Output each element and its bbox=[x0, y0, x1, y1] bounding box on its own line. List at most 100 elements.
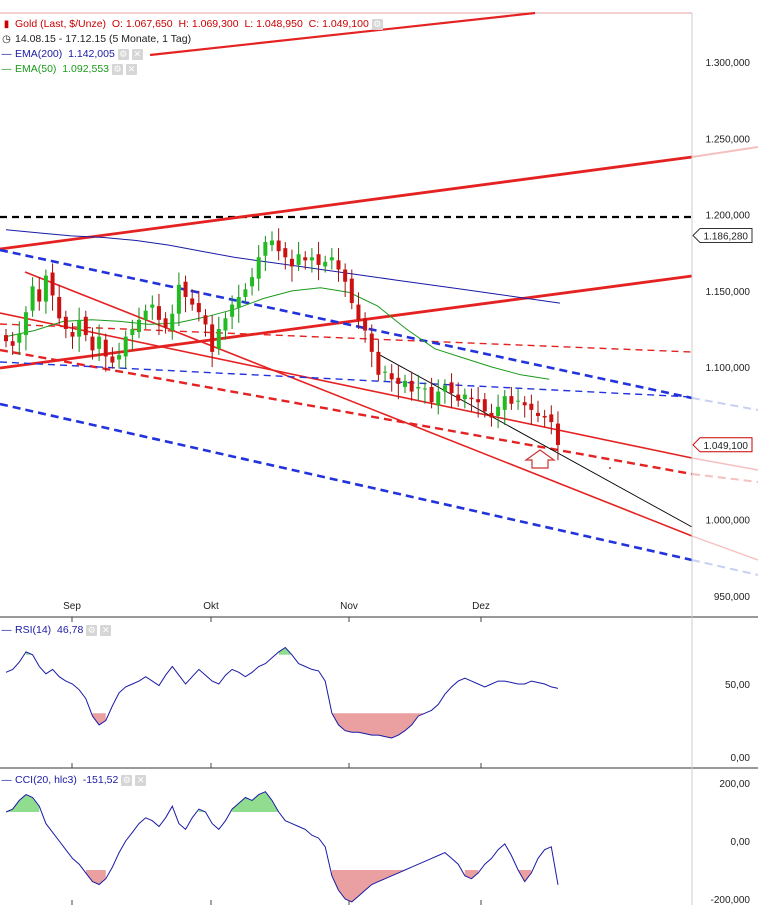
legend-ema200-row: — EMA(200) 1.142,005 ⚙ ✕ bbox=[1, 48, 383, 61]
candle-body bbox=[176, 284, 181, 314]
marker-dot bbox=[609, 467, 611, 469]
candle-body bbox=[137, 319, 141, 333]
steep-down-ext bbox=[691, 535, 758, 561]
resistance-price-tag: 1.186,280 bbox=[692, 228, 753, 244]
red-dashed-upper bbox=[0, 323, 693, 353]
candle-body bbox=[37, 289, 42, 302]
candle-body bbox=[103, 339, 108, 357]
legend-gold-label: Gold (Last, $/Unze) bbox=[15, 18, 107, 30]
candle-body bbox=[482, 399, 487, 412]
candle-body bbox=[303, 257, 308, 261]
candle-body bbox=[97, 336, 102, 349]
candle-body bbox=[203, 315, 208, 325]
candle-body bbox=[50, 272, 55, 296]
close-icon[interactable]: ✕ bbox=[100, 625, 112, 636]
candle-body bbox=[63, 316, 68, 329]
candle-body bbox=[469, 397, 474, 400]
lower-channel-line bbox=[0, 312, 693, 459]
blue-dashed-bottom-ext bbox=[691, 559, 758, 576]
cci-oversold-zone bbox=[518, 870, 532, 882]
candle-body bbox=[476, 399, 481, 403]
candle-body bbox=[436, 391, 441, 406]
legend-gold-close: C: 1.049,100 bbox=[308, 18, 369, 30]
resistance-price-tag-box bbox=[692, 228, 753, 244]
candle-body bbox=[502, 396, 507, 410]
y-tick-label: 1.300,000 bbox=[706, 58, 751, 69]
cci-panel: 200,00 0,00 -200,000 bbox=[5, 779, 751, 905]
candle-body bbox=[549, 414, 554, 423]
candle-body bbox=[156, 306, 161, 320]
close-icon[interactable]: ✕ bbox=[135, 775, 147, 786]
candle-body bbox=[123, 336, 128, 357]
candle-icon: ▮ bbox=[3, 19, 10, 30]
candle-body bbox=[336, 260, 341, 270]
line-icon: — bbox=[1, 625, 12, 636]
candle-body bbox=[70, 332, 75, 337]
candle-body bbox=[316, 254, 321, 265]
candle-body bbox=[376, 351, 381, 375]
y-tick-label: 1.100,000 bbox=[706, 363, 751, 374]
candle-body bbox=[429, 386, 434, 403]
legend-gold-row: ▮ Gold (Last, $/Unze) O: 1.067,650 H: 1.… bbox=[1, 18, 383, 31]
candle-body bbox=[57, 296, 62, 319]
candle-body bbox=[356, 304, 361, 320]
rsi-oversold-zone bbox=[92, 713, 106, 725]
gear-icon[interactable]: ⚙ bbox=[117, 49, 129, 60]
candle-body bbox=[230, 304, 235, 317]
cci-tick-label: 0,00 bbox=[731, 837, 751, 848]
cci-tick-label: -200,000 bbox=[711, 895, 751, 905]
legend-range-row: ◷ 14.08.15 - 17.12.15 (5 Monate, 1 Tag) bbox=[1, 33, 383, 46]
month-label: Nov bbox=[340, 601, 358, 612]
close-icon[interactable]: ✕ bbox=[131, 49, 143, 60]
candle-body bbox=[216, 329, 221, 349]
candle-body bbox=[130, 329, 135, 336]
legend-gold-low: L: 1.048,950 bbox=[244, 18, 303, 30]
legend-gold-high: H: 1.069,300 bbox=[178, 18, 239, 30]
candle-body bbox=[110, 356, 115, 363]
gear-icon[interactable]: ⚙ bbox=[371, 19, 383, 30]
gear-icon[interactable]: ⚙ bbox=[112, 64, 123, 75]
red-dashed-support bbox=[0, 348, 693, 476]
candle-body bbox=[416, 386, 421, 389]
price-panel: Sep Okt Nov Dez 1.300,000 1.250,000 1.200,000 1… bbox=[0, 11, 758, 612]
close-icon[interactable]: ✕ bbox=[126, 64, 137, 75]
steep-down-line bbox=[24, 271, 693, 537]
legend-rsi-label: RSI(14) bbox=[15, 624, 52, 636]
candle-body bbox=[409, 380, 414, 392]
red-dashed-ext bbox=[691, 473, 758, 483]
cci-tick-label: 200,00 bbox=[719, 779, 750, 790]
candle-body bbox=[4, 335, 8, 342]
last-price-tag-box bbox=[692, 437, 753, 453]
line-icon: — bbox=[1, 64, 12, 75]
gear-icon[interactable]: ⚙ bbox=[86, 625, 98, 636]
candle-body bbox=[210, 324, 215, 352]
candle-body bbox=[283, 248, 288, 258]
legend-range-label: 14.08.15 - 17.12.15 (5 Monate, 1 Tag) bbox=[15, 33, 192, 45]
rsi-overbought-zone bbox=[278, 647, 292, 655]
candle-body bbox=[383, 371, 388, 373]
upper-trend-line bbox=[0, 155, 693, 251]
candle-body bbox=[243, 289, 248, 297]
candle-body bbox=[30, 286, 35, 311]
line-icon: — bbox=[1, 49, 12, 60]
upper-trend-line-ext bbox=[691, 146, 758, 158]
candle-body bbox=[516, 400, 521, 402]
candle-body bbox=[536, 412, 540, 416]
resistance-price-tag-text: 1.186,280 bbox=[704, 232, 749, 243]
top-trend-line bbox=[149, 11, 536, 57]
candle-body bbox=[522, 402, 527, 406]
candle-body bbox=[163, 318, 168, 328]
candle-body bbox=[309, 257, 314, 261]
candle-body bbox=[449, 382, 454, 394]
blue-dashed-mid bbox=[0, 361, 693, 398]
candle-body bbox=[256, 257, 261, 279]
candle-body bbox=[509, 396, 514, 404]
month-label: Sep bbox=[63, 601, 81, 612]
legend-rsi-row: — RSI(14) 46,78 ⚙ ✕ bbox=[1, 624, 112, 637]
rsi-line bbox=[5, 646, 559, 739]
y-tick-label: 1.200,000 bbox=[706, 211, 751, 222]
candle-body bbox=[276, 240, 281, 252]
gear-icon[interactable]: ⚙ bbox=[121, 775, 133, 786]
cci-overbought-zone bbox=[232, 791, 279, 812]
